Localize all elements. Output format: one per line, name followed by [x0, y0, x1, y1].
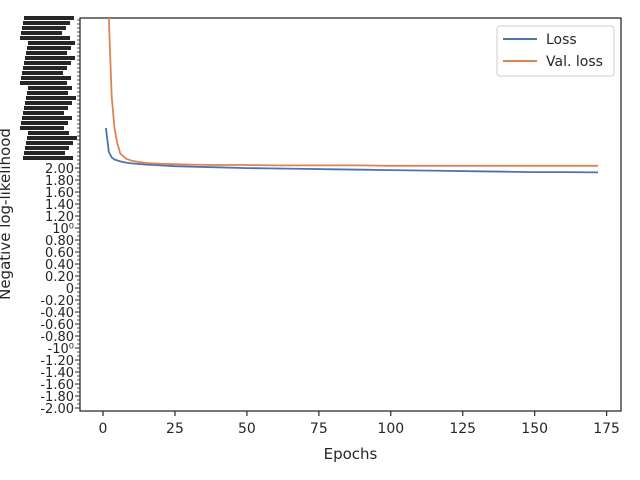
- y-tick-label: -1.20: [40, 354, 74, 369]
- x-tick-label: 100: [377, 421, 404, 437]
- y-tick-label: -10⁰: [48, 342, 74, 357]
- series-layer: [105, 18, 599, 174]
- y-tick-overlap-block: [20, 81, 67, 85]
- y-tick-overlap-block: [25, 56, 75, 60]
- y-tick-overlap-block: [27, 91, 68, 95]
- y-tick-label: 2.00: [45, 162, 74, 177]
- plot-area: [79, 17, 622, 412]
- y-tick-label: 0.80: [45, 234, 74, 249]
- x-tick-label: 150: [521, 421, 548, 437]
- y-tick-label: 1.20: [45, 210, 74, 225]
- y-tick-label: -0.80: [40, 330, 74, 345]
- y-tick-overlap-block: [21, 76, 71, 80]
- y-tick-overlap-block: [24, 106, 68, 110]
- y-tick-overlap-block: [22, 26, 66, 30]
- y-tick-overlap-block: [28, 86, 72, 90]
- y-tick-overlap-block: [24, 61, 71, 65]
- x-tick-label: 125: [449, 421, 476, 437]
- y-tick-overlap-block: [22, 116, 72, 120]
- y-tick-overlap-block: [24, 16, 74, 20]
- y-tick-overlap-block: [21, 121, 68, 125]
- y-tick-label: -0.40: [40, 306, 74, 321]
- y-tick-overlap-block: [23, 66, 67, 70]
- y-tick-overlap-block: [25, 101, 72, 105]
- y-tick-label-overlap: [20, 16, 77, 160]
- y-tick-overlap-block: [23, 111, 64, 115]
- y-tick-overlap-block: [27, 136, 77, 140]
- y-tick-label: 10⁰: [52, 222, 74, 237]
- y-tick-label: 0.40: [45, 258, 74, 273]
- y-tick-overlap-block: [26, 141, 73, 145]
- y-tick-label: -1.40: [40, 366, 74, 381]
- y-tick-overlap-block: [23, 21, 70, 25]
- legend: Loss Val. loss: [496, 25, 615, 77]
- x-tick-label: 25: [166, 421, 184, 437]
- y-tick-overlap-block: [21, 31, 62, 35]
- y-tick-overlap-block: [20, 126, 64, 130]
- y-tick-overlap-block: [25, 146, 69, 150]
- y-tick-overlap-block: [26, 51, 67, 55]
- y-tick-overlap-block: [23, 156, 73, 160]
- x-tick-label: 0: [99, 421, 108, 437]
- y-tick-overlap-block: [28, 41, 75, 45]
- y-tick-overlap-block: [24, 151, 65, 155]
- y-tick-label: -0.20: [40, 294, 74, 309]
- y-tick-label: 0: [66, 282, 74, 297]
- x-axis-ticks: 0 25 50 75 100 125 150 175: [99, 411, 620, 437]
- y-tick-label: -1.60: [40, 378, 74, 393]
- x-tick-label: 175: [593, 421, 620, 437]
- y-tick-overlap-block: [20, 36, 70, 40]
- x-axis-label: Epochs: [324, 445, 378, 463]
- y-tick-overlap-block: [28, 131, 69, 135]
- y-tick-label: 1.40: [45, 198, 74, 213]
- y-tick-label: -2.00: [40, 402, 74, 417]
- legend-label-loss: Loss: [546, 32, 577, 48]
- y-axis-label: Negative log-likelihood: [0, 128, 14, 300]
- y-tick-label: 1.80: [45, 174, 74, 189]
- series-line-val-loss: [107, 18, 598, 167]
- y-tick-label: 1.60: [45, 186, 74, 201]
- y-tick-overlap-block: [26, 96, 76, 100]
- y-tick-label: 0.60: [45, 246, 74, 261]
- y-axis-ticks: 2.001.801.601.401.2010⁰0.800.600.400.200…: [20, 16, 80, 417]
- x-tick-label: 50: [238, 421, 256, 437]
- y-tick-label: -0.60: [40, 318, 74, 333]
- y-tick-label: 0.20: [45, 270, 74, 285]
- y-tick-label: -1.80: [40, 390, 74, 405]
- y-tick-overlap-block: [22, 71, 63, 75]
- y-tick-overlap-block: [27, 46, 71, 50]
- legend-label-val-loss: Val. loss: [546, 54, 603, 70]
- series-line-loss: [105, 127, 599, 174]
- x-tick-label: 75: [310, 421, 328, 437]
